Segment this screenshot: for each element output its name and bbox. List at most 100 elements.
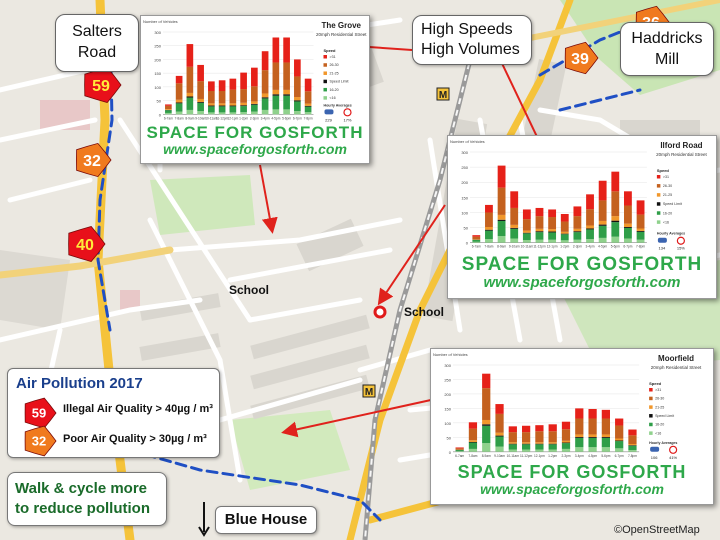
- bar-segment: [624, 227, 632, 228]
- bar-segment: [575, 437, 584, 448]
- bar-segment: [575, 418, 584, 435]
- bar-segment: [636, 228, 645, 231]
- y-tick-label: 250: [444, 377, 451, 382]
- bar-segment: [548, 431, 557, 443]
- legend-swatch: [323, 79, 327, 84]
- bar-segment: [522, 442, 531, 444]
- bar-segment: [636, 239, 645, 243]
- metro-station-icon: M: [362, 384, 376, 398]
- x-tick-label: 1-2pm: [548, 454, 557, 458]
- bar-segment: [588, 437, 597, 448]
- bar-segment: [218, 106, 226, 113]
- bar-segment: [261, 51, 269, 71]
- bar-segment: [283, 89, 290, 95]
- x-tick-label: 7-8pm: [628, 454, 637, 458]
- bar-segment: [586, 209, 594, 226]
- bar-segment: [624, 238, 632, 243]
- bar-segment: [510, 207, 519, 225]
- bar-segment: [197, 98, 204, 102]
- legend-swatch: [656, 202, 661, 206]
- bar-segment: [197, 102, 204, 112]
- chart-subtitle: 20mph Residential Street: [656, 152, 707, 157]
- y-tick-label: 250: [461, 165, 468, 170]
- bar-segment: [548, 449, 557, 452]
- bar-segment: [497, 236, 506, 243]
- bar-segment: [573, 228, 582, 232]
- legend-entry: 21-25: [663, 193, 672, 197]
- legend-markers: 59 32: [24, 397, 57, 457]
- callout-line: Walk & cycle more: [15, 480, 148, 497]
- y-tick-label: 0: [449, 450, 452, 455]
- bar-segment: [508, 449, 517, 452]
- bar-segment: [601, 437, 610, 438]
- x-tick-label: 10-11am: [521, 245, 534, 249]
- bar-segment: [624, 223, 632, 227]
- bar-segment: [601, 418, 610, 435]
- svg-text:M: M: [365, 387, 373, 398]
- bar-segment: [455, 450, 464, 452]
- x-tick-label: 6-7pm: [623, 245, 632, 249]
- bar-segment: [304, 112, 312, 115]
- bar-segment: [304, 105, 312, 107]
- bar-segment: [186, 96, 194, 98]
- bar-segment: [294, 97, 301, 101]
- space-for-gosforth-logo: SPACE FOR GOSFORTH: [146, 123, 364, 143]
- x-tick-label: 4-5pm: [598, 245, 607, 249]
- bar-segment: [508, 432, 517, 443]
- bar-segment: [197, 111, 204, 115]
- legend-title: Speed: [657, 168, 670, 173]
- bar-segment: [495, 436, 504, 447]
- bar-segment: [573, 216, 582, 229]
- callout-line: Road: [77, 44, 117, 61]
- legend-swatch: [656, 220, 661, 224]
- bar-segment: [495, 404, 504, 414]
- bar-segment: [588, 447, 597, 452]
- bar-segment: [197, 81, 204, 99]
- bar-segment: [251, 86, 258, 102]
- bar-segment: [548, 209, 557, 218]
- bar-segment: [208, 81, 215, 91]
- bar-segment: [573, 232, 582, 240]
- bar-segment: [304, 91, 312, 104]
- pollution-marker: 59: [24, 397, 57, 429]
- legend-entry: 21-25: [329, 71, 338, 75]
- bar-segment: [615, 440, 624, 442]
- x-tick-label: 7-8am: [468, 454, 477, 458]
- moorfield-chart: 0 50 100 150 200 250 300 Number of Vehicles 6-7a…: [430, 348, 714, 505]
- bar-segment: [535, 207, 544, 217]
- bar-segment: [561, 421, 571, 430]
- bar-segment: [636, 214, 645, 229]
- bar-segment: [628, 429, 637, 436]
- legend-entry: <16: [655, 431, 661, 435]
- speed-sign-icon: [669, 445, 678, 454]
- callout-line: Mill: [655, 51, 679, 68]
- bar-segment: [272, 94, 280, 96]
- bar-segment: [615, 441, 624, 449]
- x-tick-label: 7-8pm: [304, 116, 313, 120]
- bar-segment: [624, 191, 632, 206]
- bar-segment: [175, 99, 183, 103]
- bar-segment: [628, 450, 637, 452]
- y-tick-label: 300: [461, 150, 468, 155]
- bar-segment: [586, 239, 594, 243]
- legend-entry: 26-30: [663, 184, 672, 188]
- bar-segment: [251, 104, 258, 112]
- bar-segment: [586, 194, 594, 210]
- bar-segment: [573, 239, 582, 243]
- y-tick-label: 100: [461, 210, 468, 215]
- bar-segment: [548, 232, 557, 240]
- bar-segment: [522, 232, 531, 234]
- bar-segment: [485, 229, 493, 231]
- website-url: www.spaceforgosforth.com: [480, 481, 664, 498]
- bar-segment: [535, 444, 544, 450]
- bar-segment: [510, 224, 519, 228]
- car-icon: [324, 109, 334, 115]
- callout-line: to reduce pollution: [15, 500, 150, 517]
- car-icon: [657, 237, 667, 243]
- bar-chart: 0 50 100 150 200 250 300 Number of Vehicles 6-7a…: [450, 139, 707, 251]
- bar-segment: [497, 220, 506, 237]
- bar-segment: [229, 103, 237, 106]
- bar-segment: [261, 109, 269, 115]
- bar-segment: [535, 449, 544, 452]
- bar-segment: [218, 105, 226, 107]
